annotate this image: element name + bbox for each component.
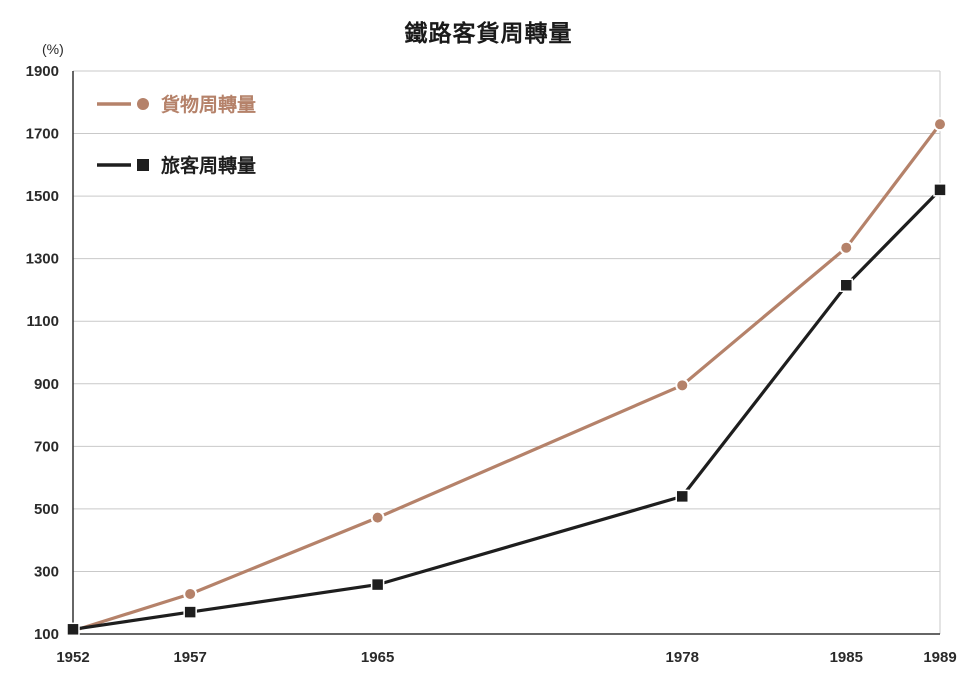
series-1-point xyxy=(675,378,690,393)
series-2-point xyxy=(675,489,689,504)
series-1-point xyxy=(183,586,198,601)
x-tick-label: 1978 xyxy=(666,649,699,666)
series-line-1 xyxy=(72,123,942,633)
legend-label: 旅客周轉量 xyxy=(161,154,256,177)
series-2-point xyxy=(370,577,385,592)
chart-title: 鐵路客貨周轉量 xyxy=(404,21,573,47)
y-tick-label: 500 xyxy=(34,501,59,518)
y-tick-label: 300 xyxy=(34,563,59,580)
series-2-point xyxy=(183,605,197,619)
x-tick-label: 1957 xyxy=(173,649,206,666)
series-2-point xyxy=(839,278,854,293)
legend-label: 貨物周轉量 xyxy=(161,93,256,116)
x-tick-label: 1952 xyxy=(56,649,89,666)
axes: 1900 1700 1500 1300 1100 900 700 500 300 100 (%) 19… xyxy=(26,41,957,666)
x-tick-label: 1989 xyxy=(923,649,956,666)
legend-square-icon xyxy=(137,159,149,171)
series-1-point xyxy=(839,240,854,255)
y-tick-label: 1900 xyxy=(26,63,59,80)
series-2-point xyxy=(66,622,80,637)
y-tick-label: 100 xyxy=(34,626,59,643)
x-tick-label: 1965 xyxy=(361,649,394,666)
series-line-2 xyxy=(72,188,942,631)
y-tick-label: 1100 xyxy=(26,313,59,330)
y-tick-label: 900 xyxy=(34,376,59,393)
y-tick-label: 1300 xyxy=(26,251,59,268)
series-2-point xyxy=(933,183,947,197)
series-layer xyxy=(66,117,947,638)
series-1-point xyxy=(933,117,947,132)
legend-circle-icon xyxy=(137,98,149,110)
y-tick-label: 1700 xyxy=(26,126,59,143)
y-tick-label: 1500 xyxy=(26,188,59,205)
x-tick-label: 1985 xyxy=(830,649,863,666)
y-tick-label: 700 xyxy=(34,438,59,455)
series-1-point xyxy=(370,510,385,525)
y-axis-unit: (%) xyxy=(42,41,64,57)
